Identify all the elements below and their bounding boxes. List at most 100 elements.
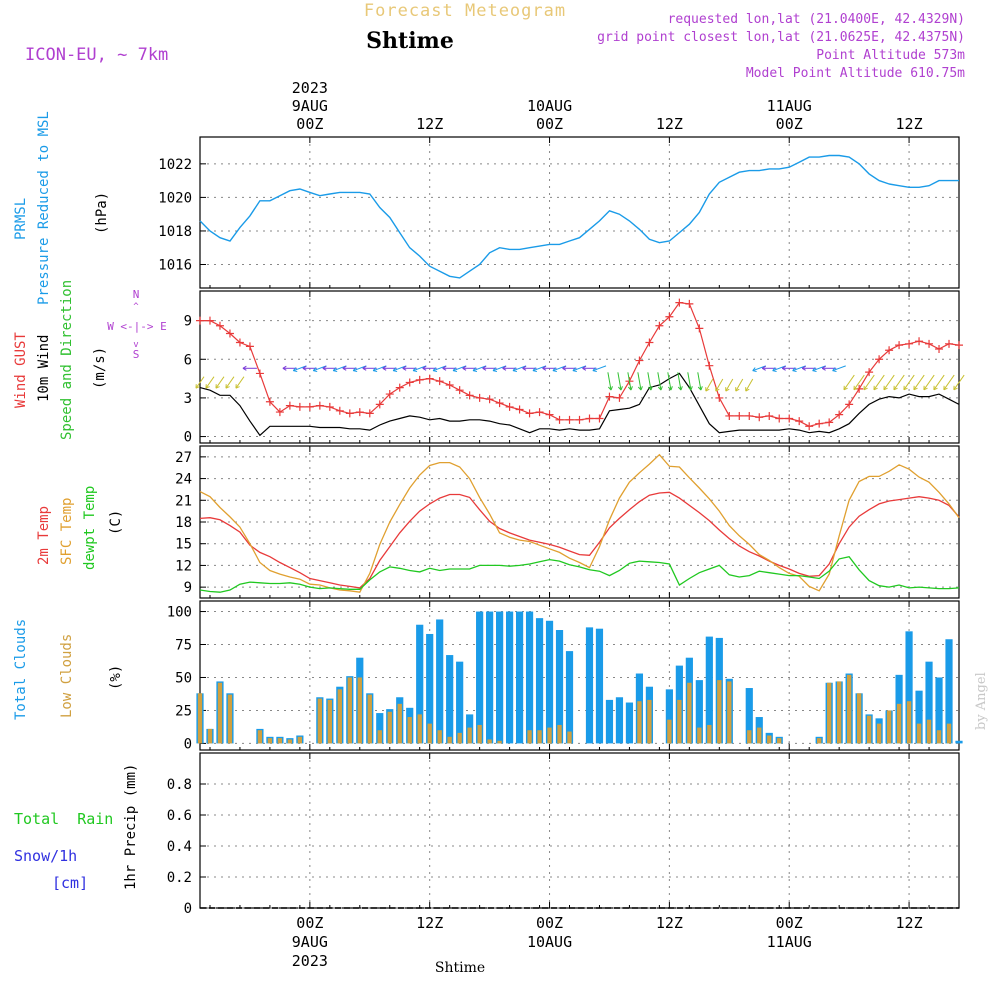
wind-arrow-head [225,384,230,389]
low-cloud-bar [697,727,702,744]
bottom-date-label: 10AUG [527,933,572,951]
total-cloud-bar [585,627,594,744]
wind-arrow-head [462,365,467,371]
wind-arrow [812,365,826,372]
low-cloud-bar [257,730,263,744]
wind-arrow [205,376,215,389]
pressure-unit: (hPa) [94,192,110,234]
gust-marker [735,411,744,420]
total-cloud-bar [505,611,514,744]
wind-arrow-head [781,365,786,371]
gust-marker [445,381,454,390]
low-cloud-bar [767,735,772,744]
bottom-tick-label: 00Z [536,914,563,932]
bottom-tick-label: 00Z [776,914,803,932]
bottom-tick-label: 12Z [416,914,443,932]
wind-arrow-head [943,385,948,391]
wind-arrow-head [362,365,367,371]
wind-arrow [412,365,427,372]
total-clouds-label: Total Clouds [13,619,29,720]
low-cloud-bar [707,724,712,744]
wind10m-line [199,372,960,437]
wind-arrow-head [627,386,633,391]
wind-arrow-head [725,387,730,392]
low-cloud-bar [527,730,532,744]
low-cloud-bar [437,730,442,744]
gust-marker [405,378,414,387]
bottom-tick-label: 12Z [656,914,683,932]
total-cloud-bar [496,611,504,744]
compass-north: N [133,288,140,301]
total-cloud-bar [955,740,963,744]
gust-marker [465,391,474,400]
total-cloud-bar [535,618,544,744]
wind-arrow [607,372,612,391]
low-cloud-bar [747,730,752,744]
gust-marker [555,415,564,424]
temp-ytick-label: 18 [175,515,192,531]
gust-marker [615,393,624,402]
total-cloud-bar [525,611,534,744]
gust-marker [475,393,484,402]
total-cloud-bar [695,680,703,744]
pressure-ytick-label: 1016 [158,258,192,274]
wind-arrow-head [522,365,527,371]
clouds-unit: (%) [108,665,124,690]
gust-marker [375,400,384,409]
snow-unit-label: [cm] [52,874,88,892]
total-cloud-bar [456,661,464,744]
low-cloud-bar [207,728,213,744]
total-cloud-bar [595,628,604,744]
gust-marker [705,361,714,370]
gust-marker [815,419,824,428]
wind-arrow [432,365,447,372]
low-cloud-bar [477,724,482,744]
low-cloud-bar [896,703,902,744]
wind-arrow-head [502,365,507,371]
wind-arrow [627,372,632,391]
gust-marker [925,339,934,348]
wind-arrow-head [442,365,447,371]
temp-labels: 2m Temp SFC Temp dewpt Temp (C) [36,486,124,570]
wind-arrow-head [342,365,347,371]
snow-label: Snow/1h [14,847,77,865]
low-cloud-bar [357,677,362,744]
model-altitude: Model Point Altitude 610.75m [746,66,965,81]
temp-ytick-label: 9 [184,580,192,596]
wind-arrow-head [215,384,220,389]
wind-arrow [637,372,642,391]
top-tick-label: 12Z [416,115,443,133]
wind-arrow-head [422,365,427,371]
clouds-ytick-label: 100 [167,605,192,621]
wind-arrow [677,372,682,391]
wind-unit: (m/s) [92,347,108,389]
gust-marker [765,411,774,420]
gust-marker [385,390,394,399]
wind-arrow [953,374,965,391]
temp-ytick-label: 27 [175,450,192,466]
wind-arrow [472,365,487,372]
low-cloud-bar [337,689,342,744]
bottom-date-label: 11AUG [767,933,812,951]
wind-arrow [943,374,955,391]
gust-marker [695,324,704,333]
wind-arrow-head [812,367,817,372]
top-date-label: 9AUG [292,97,328,115]
gust-marker [895,341,904,350]
low-cloud-bar [846,674,852,744]
low-cloud-bar [487,739,492,744]
wind-arrow-head [873,385,878,391]
wind-arrow [572,365,587,372]
gust-marker [315,401,324,410]
low-cloud-bar [946,723,952,744]
wind-arrow-head [572,367,577,372]
wind-arrow [832,365,846,372]
wind-arrow [452,365,467,372]
chart-title: Forecast Meteogram [364,1,566,21]
top-date-label: 10AUG [527,97,572,115]
wind-arrow-head [582,365,587,371]
wind-arrow-head [832,367,837,372]
wind-arrow-head [953,385,958,391]
gust-marker [685,299,694,308]
